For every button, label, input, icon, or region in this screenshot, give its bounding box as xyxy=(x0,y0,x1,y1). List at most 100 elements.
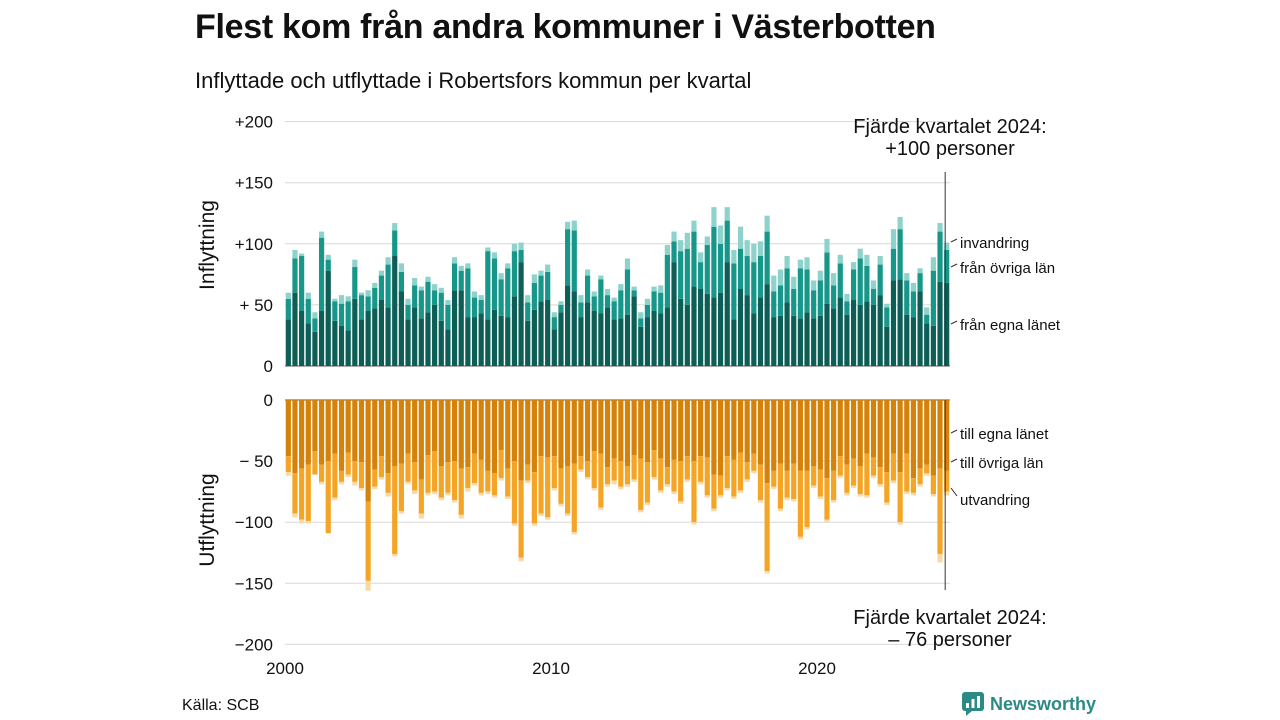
bar-in-immigration xyxy=(372,282,378,288)
bar-out-emigration xyxy=(658,490,664,493)
bar-out-own-county xyxy=(791,400,797,464)
bar-in-other-counties xyxy=(438,292,444,321)
bar-out-other-counties xyxy=(771,470,777,487)
bar-out-emigration xyxy=(498,478,504,481)
bar-in-own-county xyxy=(704,293,710,366)
bar-out-own-county xyxy=(831,400,837,471)
bar-in-immigration xyxy=(285,292,291,299)
bar-out-own-county xyxy=(711,400,717,475)
bar-out-emigration xyxy=(432,491,438,495)
bar-in-immigration xyxy=(864,254,870,266)
bar-out-other-counties xyxy=(498,450,504,479)
bar-out-emigration xyxy=(844,492,850,496)
bar-in-own-county xyxy=(418,318,424,366)
bar-in-immigration xyxy=(365,290,371,297)
bar-in-own-county xyxy=(658,313,664,366)
bar-in-immigration xyxy=(432,284,438,291)
bar-in-own-county xyxy=(345,330,351,366)
bar-out-other-counties xyxy=(784,470,790,498)
bar-in-other-counties xyxy=(299,256,305,312)
bar-in-other-counties xyxy=(644,304,651,318)
bar-in-immigration xyxy=(831,273,837,286)
bar-out-other-counties xyxy=(698,456,704,482)
bar-in-immigration xyxy=(565,221,571,230)
bar-in-immigration xyxy=(471,291,478,298)
bar-out-emigration xyxy=(744,479,750,482)
bar-out-other-counties xyxy=(678,461,684,502)
bar-in-own-county xyxy=(425,312,431,366)
bar-out-emigration xyxy=(930,494,936,497)
bar-out-emigration xyxy=(857,494,863,497)
bar-in-immigration xyxy=(890,229,897,249)
bar-out-emigration xyxy=(691,522,697,525)
bar-out-other-counties xyxy=(412,462,418,491)
bar-out-other-counties xyxy=(731,459,737,497)
bar-in-own-county xyxy=(611,319,617,366)
bar-in-other-counties xyxy=(664,254,670,308)
bar-in-other-counties xyxy=(571,230,577,292)
bar-in-own-county xyxy=(478,313,484,366)
bar-in-other-counties xyxy=(385,264,391,308)
series-label-leader xyxy=(950,320,958,325)
bar-in-other-counties xyxy=(358,295,365,320)
bar-in-other-counties xyxy=(412,285,418,308)
bar-in-immigration xyxy=(744,240,750,257)
bar-in-other-counties xyxy=(817,280,823,316)
bar-in-own-county xyxy=(551,329,557,366)
bar-in-other-counties xyxy=(844,301,850,315)
bar-in-other-counties xyxy=(850,269,857,301)
bar-out-emigration xyxy=(751,470,757,474)
bar-in-own-county xyxy=(598,313,604,366)
bar-out-own-county xyxy=(784,400,790,471)
bar-out-own-county xyxy=(890,400,897,454)
bar-in-immigration xyxy=(305,292,311,299)
bar-out-emigration xyxy=(897,522,903,525)
bar-in-immigration xyxy=(511,243,518,252)
bar-in-own-county xyxy=(432,304,438,366)
bar-in-own-county xyxy=(651,311,657,366)
bar-out-own-county xyxy=(850,400,857,459)
bar-in-immigration xyxy=(465,263,471,269)
bar-in-immigration xyxy=(691,220,697,232)
bar-out-own-county xyxy=(345,400,351,453)
bar-out-own-county xyxy=(538,400,544,457)
bar-out-own-county xyxy=(292,400,298,474)
bar-in-own-county xyxy=(438,320,444,366)
bar-out-emigration xyxy=(471,483,478,486)
bar-in-own-county xyxy=(518,262,524,366)
bar-out-emigration xyxy=(824,519,830,523)
bar-out-emigration xyxy=(797,536,803,540)
bar-in-immigration xyxy=(545,264,551,272)
bar-in-immigration xyxy=(358,292,365,296)
bar-in-own-county xyxy=(338,325,345,366)
bar-in-own-county xyxy=(698,289,704,366)
bar-in-other-counties xyxy=(930,270,936,326)
bar-out-other-counties xyxy=(598,453,604,508)
y-tick-label-utflyttning: 0 xyxy=(264,391,273,410)
bar-in-own-county xyxy=(571,291,577,366)
bar-out-own-county xyxy=(684,400,690,457)
bar-out-emigration xyxy=(305,520,311,524)
bar-in-other-counties xyxy=(285,298,291,320)
bar-in-other-counties xyxy=(525,302,531,321)
bar-in-immigration xyxy=(604,289,611,296)
bar-in-other-counties xyxy=(518,249,524,263)
bar-in-other-counties xyxy=(611,301,617,320)
bar-in-immigration xyxy=(631,286,637,291)
bar-in-own-county xyxy=(465,317,471,366)
bar-out-other-counties xyxy=(691,461,697,523)
bar-in-immigration xyxy=(698,252,704,263)
bar-out-own-county xyxy=(691,400,697,462)
bar-in-immigration xyxy=(318,231,325,238)
bar-in-own-county xyxy=(471,317,478,366)
bar-in-other-counties xyxy=(591,296,597,312)
bar-in-immigration xyxy=(505,263,511,269)
bar-in-own-county xyxy=(824,303,830,366)
bar-out-emigration xyxy=(571,531,577,535)
bar-in-immigration xyxy=(857,248,863,259)
bar-in-own-county xyxy=(365,311,371,366)
bar-out-emigration xyxy=(804,527,810,530)
bar-in-immigration xyxy=(671,231,677,242)
bar-in-own-county xyxy=(332,320,338,366)
bar-out-other-counties xyxy=(465,467,471,488)
